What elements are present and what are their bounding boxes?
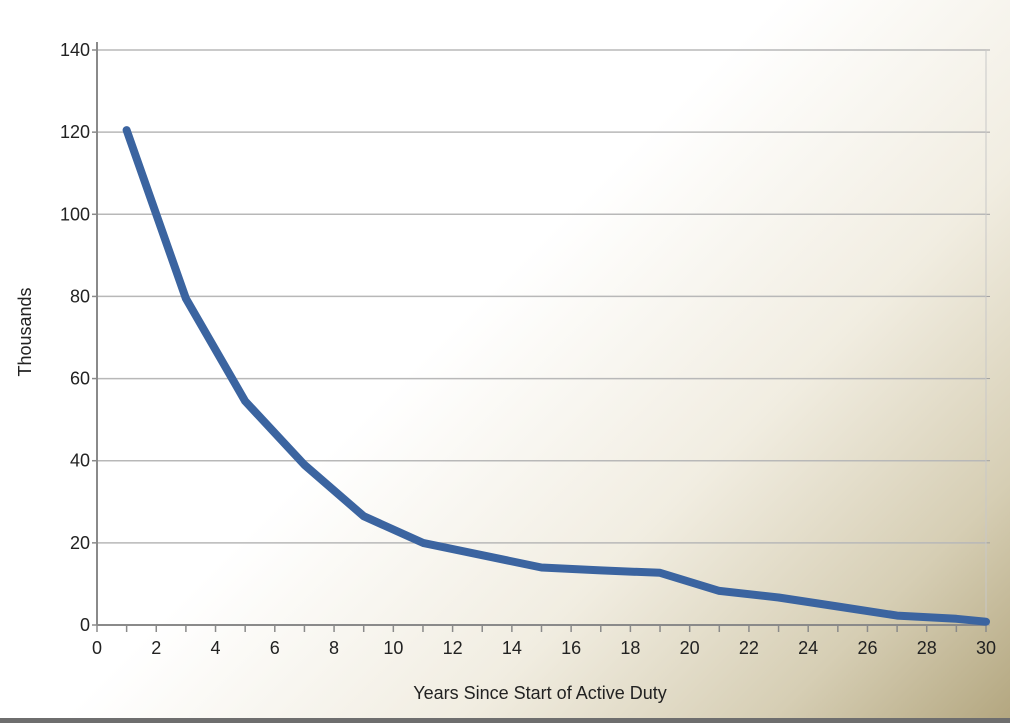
y-tick-label-100: 100 xyxy=(60,204,90,224)
plot-series xyxy=(122,126,990,626)
gridlines xyxy=(97,49,990,626)
x-tick-label-6: 6 xyxy=(270,638,280,658)
y-axis-ticks: 0 20 40 60 80 100 120 140 xyxy=(60,40,97,635)
x-tick-label-8: 8 xyxy=(329,638,339,658)
y-tick-label-0: 0 xyxy=(80,615,90,635)
x-tick-label-18: 18 xyxy=(620,638,640,658)
y-tick-label-40: 40 xyxy=(70,451,90,471)
x-tick-label-0: 0 xyxy=(92,638,102,658)
x-tick-label-10: 10 xyxy=(383,638,403,658)
x-tick-label-22: 22 xyxy=(739,638,759,658)
y-axis-title: Thousands xyxy=(15,287,35,376)
x-tick-label-30: 30 xyxy=(976,638,996,658)
x-axis-title: Years Since Start of Active Duty xyxy=(413,683,666,703)
x-tick-label-20: 20 xyxy=(680,638,700,658)
y-tick-label-60: 60 xyxy=(70,369,90,389)
x-tick-label-14: 14 xyxy=(502,638,522,658)
x-axis-ticks: 0 2 4 6 8 10 12 14 16 18 20 22 24 26 28 30 xyxy=(92,625,996,658)
x-tick-label-28: 28 xyxy=(917,638,937,658)
x-tick-label-16: 16 xyxy=(561,638,581,658)
x-tick-label-12: 12 xyxy=(443,638,463,658)
axes xyxy=(96,42,987,626)
y-tick-label-120: 120 xyxy=(60,122,90,142)
y-tick-label-140: 140 xyxy=(60,40,90,60)
x-tick-label-24: 24 xyxy=(798,638,818,658)
x-tick-label-4: 4 xyxy=(211,638,221,658)
y-tick-label-80: 80 xyxy=(70,286,90,306)
x-tick-label-26: 26 xyxy=(857,638,877,658)
y-tick-label-20: 20 xyxy=(70,533,90,553)
x-tick-label-2: 2 xyxy=(151,638,161,658)
series-line-0 xyxy=(122,126,990,626)
